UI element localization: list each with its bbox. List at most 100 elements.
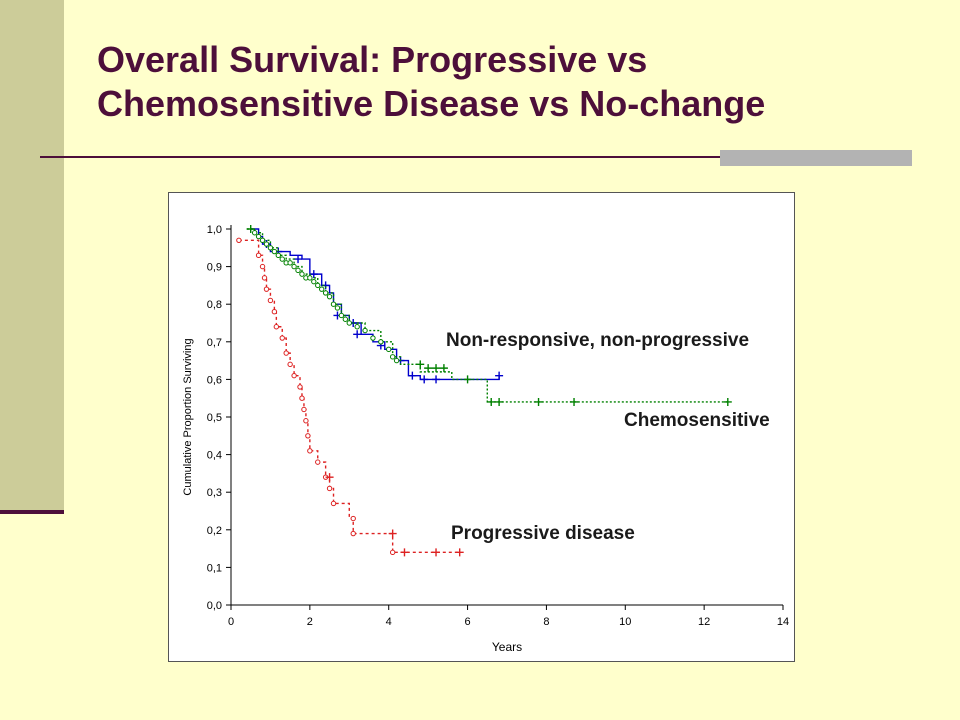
censor-circle-progressive: [267, 297, 274, 304]
censor-mark-non-responsive: [432, 375, 441, 384]
y-tick-label: 0,1: [207, 562, 222, 574]
censor-mark-progressive: [432, 548, 441, 557]
censor-circle-chemosensitive: [338, 312, 345, 319]
censor-circle-chemosensitive: [251, 230, 258, 236]
censor-circle-chemosensitive: [362, 327, 368, 334]
censor-circle-progressive: [305, 433, 311, 439]
censor-circle-progressive: [287, 361, 293, 368]
censor-circle-chemosensitive: [334, 305, 341, 311]
censor-mark-chemosensitive: [424, 364, 433, 373]
censor-circle-progressive: [263, 286, 270, 292]
censor-mark-non-responsive: [495, 371, 504, 380]
censor-mark-non-responsive: [420, 375, 429, 384]
y-tick-label: 0,6: [207, 374, 222, 386]
censor-mark-chemosensitive: [246, 225, 255, 233]
x-tick-label: 12: [698, 616, 710, 628]
censor-circle-chemosensitive: [393, 357, 400, 364]
censor-mark-progressive: [388, 529, 397, 538]
censor-mark-chemosensitive: [723, 397, 732, 406]
title-rule-accent: [720, 150, 912, 166]
censor-circle-progressive: [261, 275, 268, 281]
censor-circle-progressive: [291, 372, 297, 379]
censor-circle-progressive: [236, 237, 242, 243]
censor-circle-chemosensitive: [299, 271, 305, 277]
series-line-chemosensitive: [246, 228, 728, 403]
censor-circle-progressive: [315, 459, 321, 465]
censor-circle-chemosensitive: [295, 267, 301, 274]
y-axis-label: Cumulative Proportion Surviving: [182, 338, 194, 495]
censor-mark-non-responsive: [408, 371, 417, 380]
slide-title: Overall Survival: Progressive vs Chemose…: [97, 38, 937, 126]
title-rule: [40, 156, 912, 158]
censor-circle-chemosensitive: [354, 324, 360, 330]
censor-circle-progressive: [273, 324, 280, 330]
series-line-progressive: [238, 239, 460, 554]
censor-circle-progressive: [350, 515, 356, 522]
censor-mark-chemosensitive: [495, 397, 504, 406]
x-tick-label: 10: [619, 616, 631, 628]
censor-circle-chemosensitive: [271, 248, 278, 255]
x-tick-label: 2: [307, 616, 313, 628]
censor-circle-chemosensitive: [370, 335, 376, 341]
censor-mark-non-responsive: [309, 270, 318, 279]
x-axis-label: Years: [492, 640, 522, 654]
censor-circle-chemosensitive: [346, 320, 352, 326]
censor-mark-chemosensitive: [487, 397, 496, 406]
censor-mark-non-responsive: [353, 330, 362, 339]
censor-circle-progressive: [326, 485, 333, 492]
x-tick-label: 6: [465, 616, 471, 628]
censor-circle-chemosensitive: [263, 241, 270, 247]
title-line-1: Overall Survival: Progressive vs: [97, 39, 648, 80]
censor-circle-progressive: [259, 263, 266, 270]
y-tick-label: 0,0: [207, 600, 222, 612]
censor-circle-progressive: [389, 549, 396, 556]
title-line-2: Chemosensitive Disease vs No-change: [97, 83, 766, 124]
censor-circle-chemosensitive: [326, 293, 333, 300]
censor-mark-chemosensitive: [416, 360, 425, 369]
censor-circle-progressive: [297, 384, 303, 390]
censor-circle-chemosensitive: [330, 301, 337, 307]
y-tick-label: 0,3: [207, 487, 222, 499]
y-tick-label: 0,5: [207, 412, 222, 424]
y-tick-label: 0,2: [207, 525, 222, 537]
x-tick-label: 4: [386, 616, 392, 628]
x-tick-label: 14: [777, 616, 789, 628]
censor-circle-chemosensitive: [386, 346, 392, 353]
censor-circle-chemosensitive: [307, 275, 313, 281]
censor-mark-progressive: [325, 473, 334, 482]
censor-circle-chemosensitive: [267, 245, 274, 251]
y-tick-label: 0,7: [207, 337, 222, 349]
x-tick-label: 0: [228, 616, 234, 628]
censor-circle-progressive: [271, 309, 278, 315]
censor-mark-non-responsive: [294, 255, 303, 264]
slide-sidebar: [0, 0, 64, 512]
censor-circle-chemosensitive: [311, 278, 317, 285]
sidebar-divider: [0, 510, 64, 514]
censor-mark-chemosensitive: [439, 364, 448, 373]
y-tick-label: 0,9: [207, 262, 222, 274]
censor-circle-progressive: [299, 395, 305, 401]
censor-mark-chemosensitive: [432, 364, 441, 373]
censor-circle-progressive: [350, 530, 356, 537]
censor-circle-progressive: [279, 335, 285, 341]
censor-circle-progressive: [303, 418, 309, 424]
censor-circle-chemosensitive: [322, 290, 329, 296]
censor-mark-progressive: [400, 548, 409, 557]
censor-circle-chemosensitive: [279, 256, 285, 262]
censor-circle-chemosensitive: [291, 263, 297, 270]
survival-chart: 0,0 0,1 0,2 0,3 0,4 0,5 0,6 0,7 0,8 0,9 1,0 0 2 4 6 8 10…: [168, 192, 795, 662]
censor-mark-chemosensitive: [463, 375, 472, 384]
y-tick-label: 1,0: [207, 224, 222, 236]
censor-circle-chemosensitive: [275, 252, 282, 259]
censor-circle-chemosensitive: [389, 354, 396, 360]
annotation-progressive: Progressive disease: [451, 523, 635, 544]
y-tick-label: 0,8: [207, 299, 222, 311]
censor-circle-chemosensitive: [378, 339, 384, 345]
annotation-non-responsive: Non-responsive, non-progressive: [446, 330, 750, 351]
censor-circle-progressive: [301, 406, 307, 413]
censor-circle-progressive: [255, 252, 262, 259]
censor-circle-chemosensitive: [318, 286, 325, 292]
censor-circle-progressive: [283, 350, 289, 356]
censor-circle-chemosensitive: [287, 260, 293, 266]
censor-mark-chemosensitive: [570, 397, 579, 406]
